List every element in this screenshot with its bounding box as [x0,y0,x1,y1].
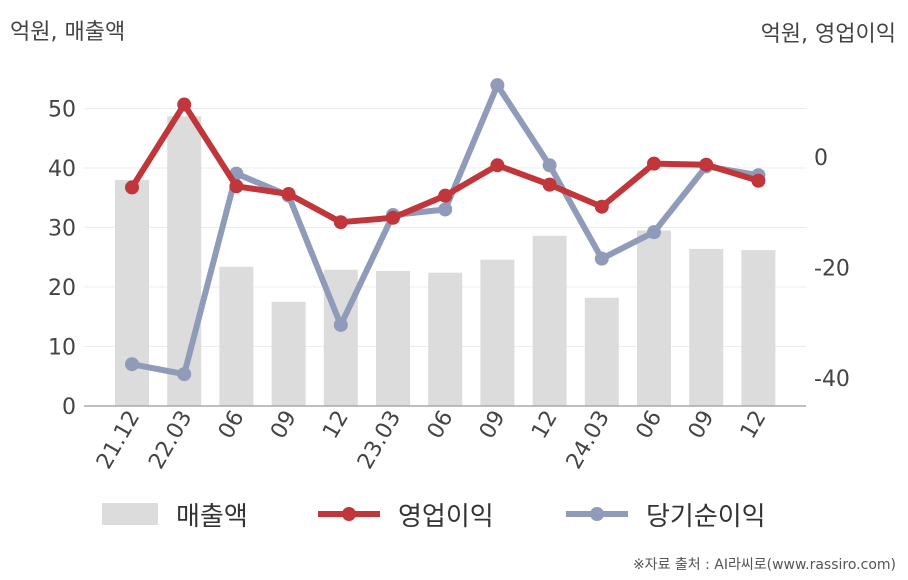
right-axis-unit: 억원, 영업이익 [760,22,896,47]
source-credit: ※자료 출처 : AI라씨로(www.rassiro.com) [632,557,896,573]
x-tick-label: 09 [266,407,302,444]
sales-bar [532,235,567,406]
y-right-tick-label: 0 [814,146,828,171]
x-tick-label: 06 [632,407,668,444]
left-axis-unit: 억원, 매출액 [10,20,126,45]
operating-profit-point [125,180,139,195]
legend-swatch-sales [102,503,158,525]
operating-profit-point [751,173,766,188]
sales-bars [115,116,776,407]
operating-profit-point [647,156,661,171]
legend-item-op: 영업이익 [318,494,494,534]
y-left-tick-label: 30 [48,217,76,242]
legend-label-op: 영업이익 [398,501,494,532]
x-tick-label: 12 [527,407,563,444]
x-tick-label: 12 [736,407,772,444]
operating-profit-point [438,188,453,203]
sales-bar [115,179,149,406]
legend-label-sales: 매출액 [176,501,248,532]
legend-label-net: 당기순이익 [646,501,766,532]
y-right-tick-label: -20 [814,257,850,282]
sales-bar [376,270,410,406]
legend-swatch-op [318,504,380,524]
legend-swatch-net [566,504,628,524]
sales-bar [271,301,306,406]
y-left-tick-label: 40 [48,157,76,182]
y-left-tick-label: 10 [48,336,76,361]
x-tick-label: 06 [423,407,459,444]
operating-profit-point [386,210,400,225]
x-tick-label: 09 [475,407,511,444]
sales-bar [689,248,724,406]
y-left-tick-label: 0 [62,395,76,420]
sales-bar [584,297,619,406]
net-income-point [438,202,453,217]
x-tick-label: 12 [318,407,354,444]
operating-profit-point [490,158,505,173]
legend: 매출액 영업이익 당기순이익 [0,494,908,534]
operating-profit-point [594,199,609,214]
y-left-tick-label: 20 [48,276,76,301]
y-right-tick-label: -40 [814,367,850,392]
sales-bar [428,272,463,406]
net-income-point [177,367,192,382]
sales-bar [480,259,515,406]
x-tick-label: 09 [684,407,720,444]
sales-bar [637,230,671,406]
legend-item-sales: 매출액 [102,494,248,534]
profit-lines [125,78,766,382]
sales-bar [741,250,776,406]
y-left-tick-label: 50 [48,98,76,123]
operating-profit-point [699,157,714,172]
net-income-point [125,357,139,372]
sales-bar [219,266,254,406]
operating-profit-point [229,179,244,194]
x-tick-label: 23.03 [353,407,406,474]
net-income-point [542,158,557,173]
operating-profit-point [281,187,296,202]
legend-item-net: 당기순이익 [566,494,766,534]
x-tick-label: 06 [214,407,250,444]
x-tick-label: 24.03 [562,407,615,474]
net-income-point [490,78,505,93]
operating-profit-point [542,177,557,192]
sales-bar [167,116,202,407]
operating-profit-point [333,215,348,230]
operating-profit-point [177,97,192,112]
net-income-point [594,251,609,266]
net-income-point [333,317,348,332]
net-income-point [647,225,661,240]
x-tick-label: 22.03 [144,407,197,474]
x-tick-label: 21.12 [92,407,145,474]
